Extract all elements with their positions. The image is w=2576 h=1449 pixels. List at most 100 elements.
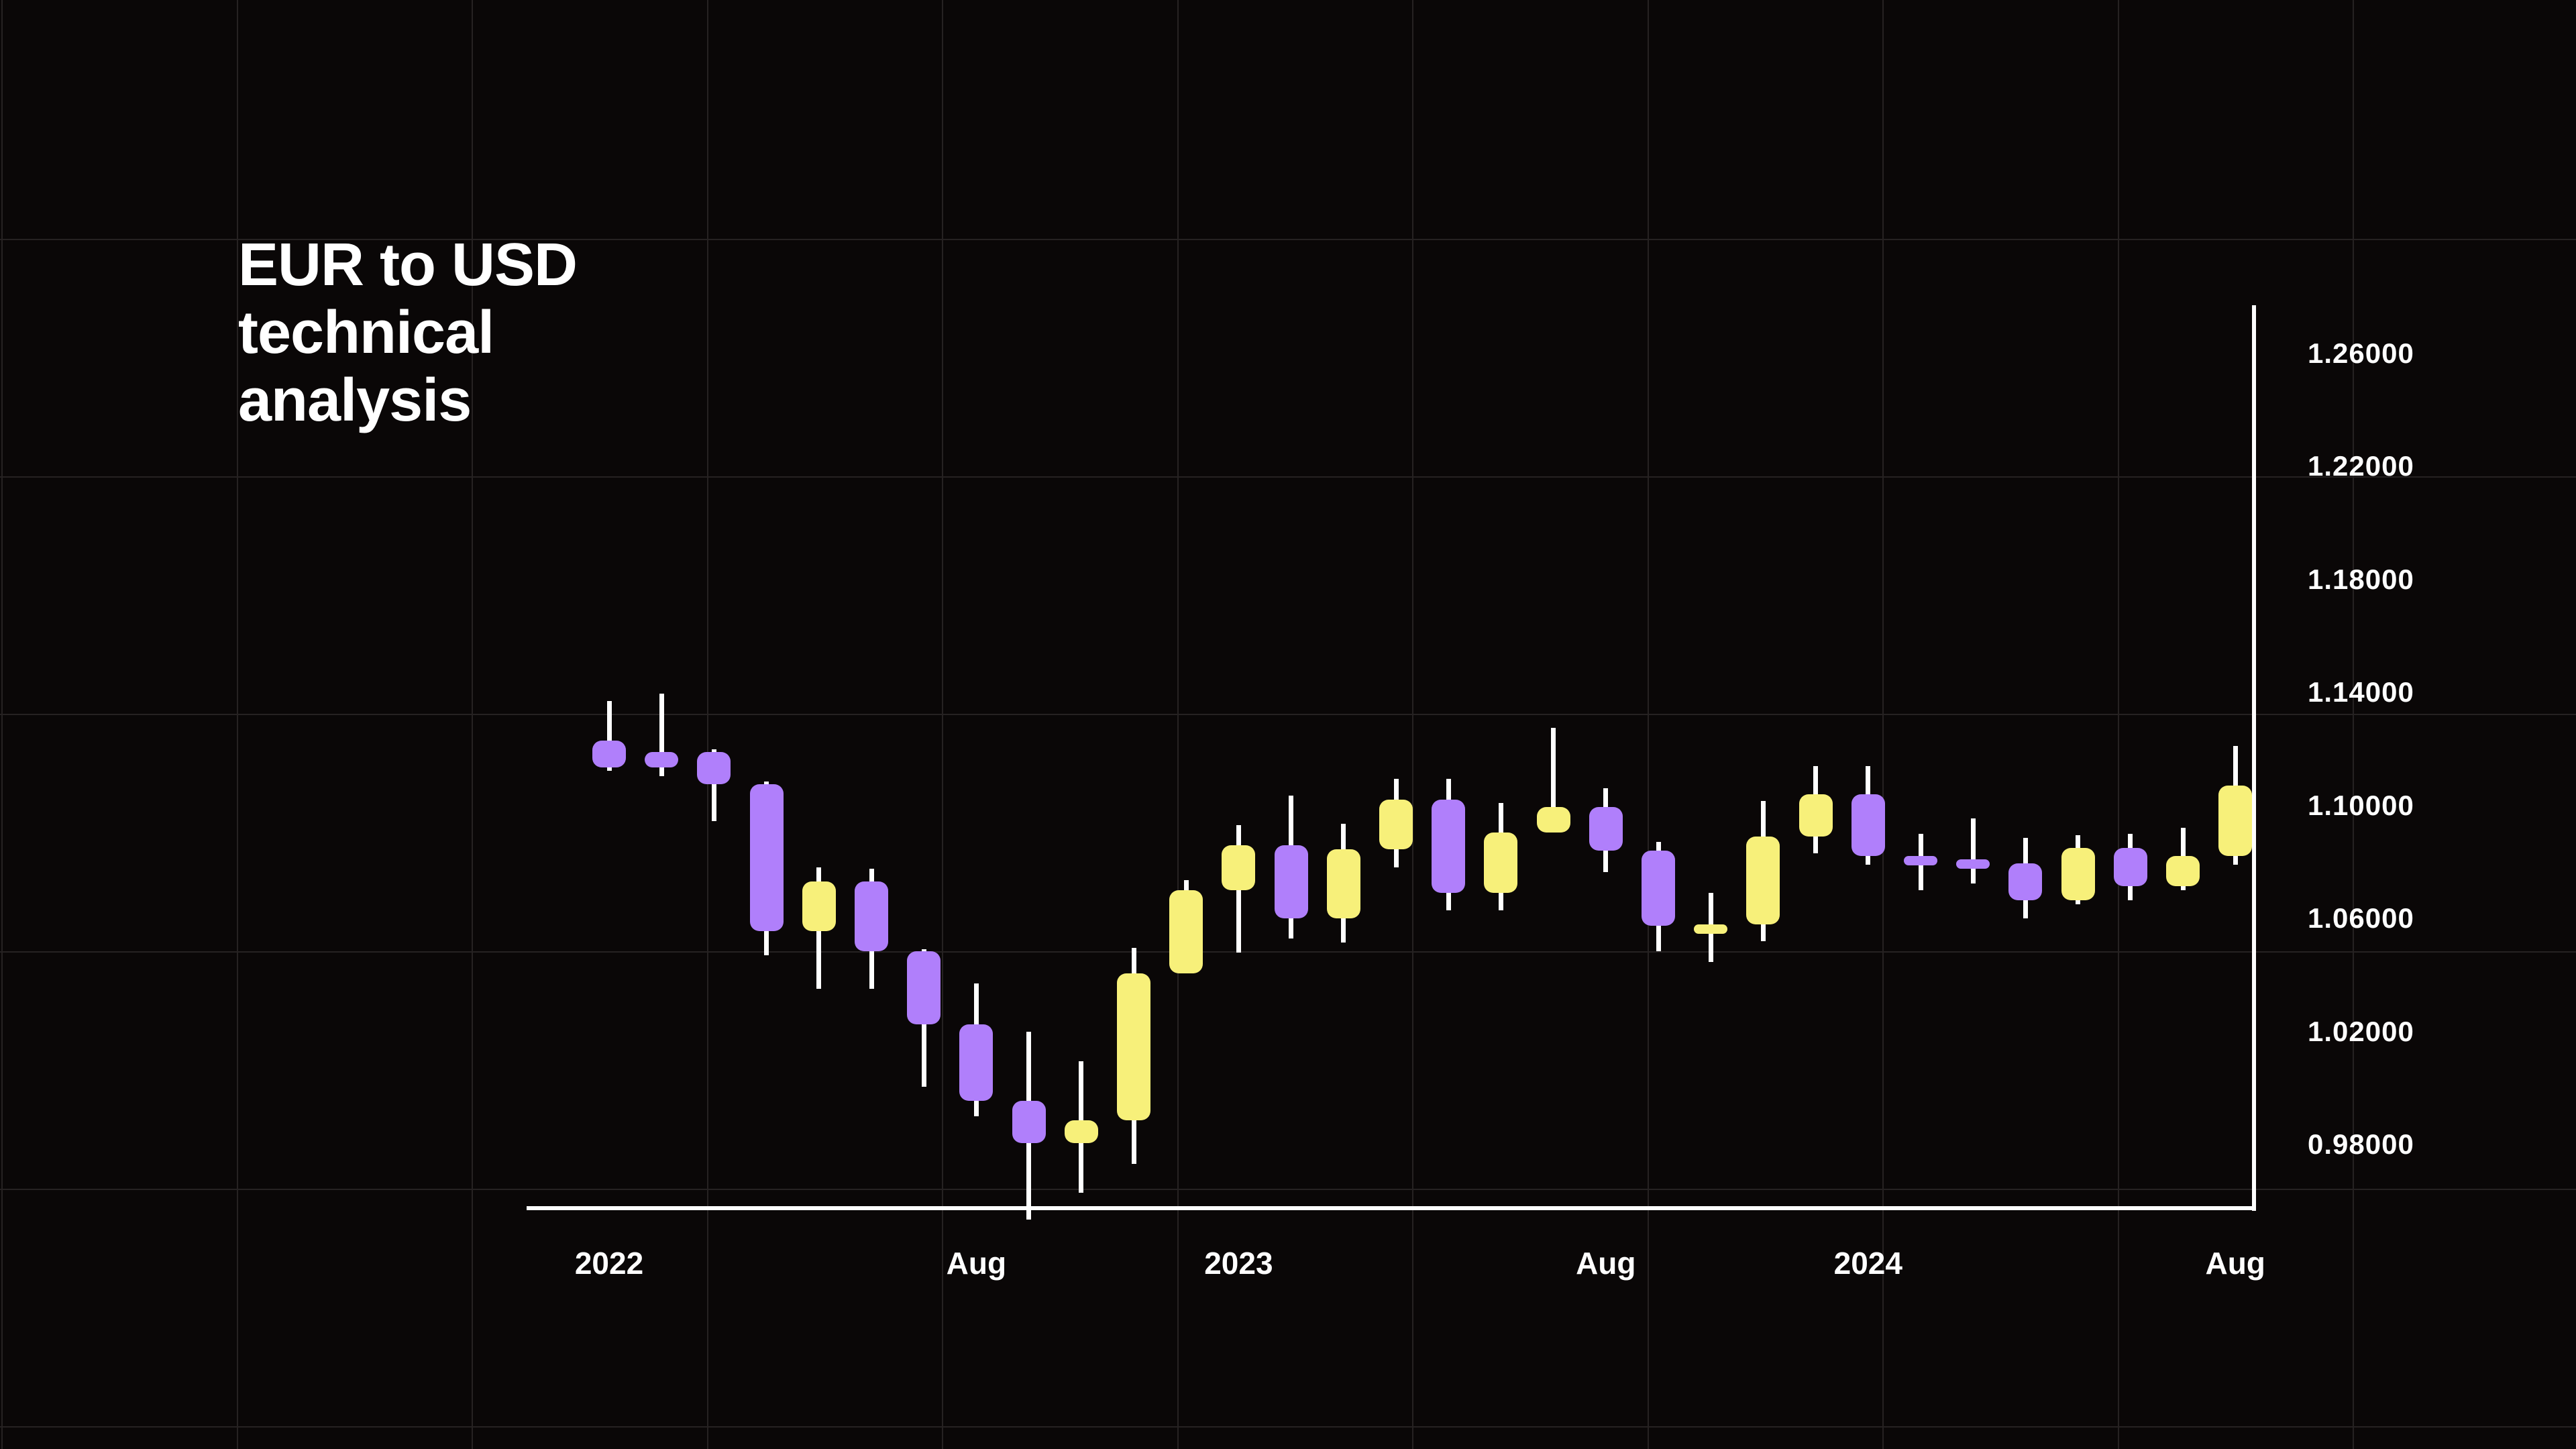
- candlestick[interactable]: [1904, 833, 1937, 891]
- x-axis-tick-label: 2023: [1204, 1246, 1273, 1281]
- candlestick[interactable]: [1432, 778, 1466, 910]
- candlestick-body: [2218, 786, 2253, 857]
- candlestick[interactable]: [749, 781, 784, 955]
- candlestick[interactable]: [1851, 765, 1885, 865]
- candlestick[interactable]: [1012, 1031, 1046, 1220]
- candlestick[interactable]: [1326, 824, 1360, 943]
- candlestick-body: [749, 784, 784, 932]
- grid-line-vertical: [1, 0, 3, 1449]
- candlestick-wick: [659, 694, 664, 776]
- grid-line-vertical: [1648, 0, 1649, 1449]
- candlestick-body: [855, 881, 888, 951]
- title-line-3: analysis: [238, 366, 472, 434]
- candlestick[interactable]: [855, 869, 888, 989]
- candlestick[interactable]: [1117, 948, 1150, 1165]
- grid-line-horizontal: [0, 1189, 2576, 1190]
- candlestick[interactable]: [1064, 1061, 1098, 1193]
- y-axis-line: [2252, 305, 2256, 1211]
- candlestick[interactable]: [1169, 880, 1203, 974]
- candlestick[interactable]: [1536, 727, 1570, 833]
- candlestick-body: [802, 881, 836, 932]
- candlestick-body: [1904, 856, 1937, 866]
- candlestick-body: [1589, 806, 1623, 851]
- candlestick[interactable]: [1222, 825, 1256, 953]
- candlestick[interactable]: [645, 694, 679, 776]
- candlestick-body: [1064, 1120, 1098, 1143]
- candlestick-body: [645, 751, 679, 767]
- candlestick-body: [1432, 800, 1466, 894]
- candlestick[interactable]: [2218, 746, 2253, 865]
- y-axis-tick-label: 1.06000: [2308, 902, 2414, 934]
- candlestick[interactable]: [2113, 833, 2147, 900]
- grid-line-vertical: [237, 0, 238, 1449]
- y-axis-tick-label: 1.10000: [2308, 789, 2414, 821]
- grid-line-vertical: [707, 0, 708, 1449]
- candlestick-body: [1326, 849, 1360, 919]
- candlestick-body: [1169, 890, 1203, 974]
- candlestick[interactable]: [907, 949, 941, 1087]
- candlestick[interactable]: [1799, 765, 1833, 854]
- candlestick-body: [2008, 863, 2043, 900]
- candlestick[interactable]: [1379, 778, 1413, 868]
- candlestick-body: [2166, 856, 2200, 886]
- candlestick-body: [959, 1024, 994, 1101]
- grid-line-vertical: [1177, 0, 1179, 1449]
- candlestick-body: [1956, 859, 1990, 869]
- y-axis-tick-label: 1.18000: [2308, 563, 2414, 595]
- candlestick[interactable]: [592, 700, 626, 771]
- grid-line-vertical: [1882, 0, 1884, 1449]
- grid-line-vertical: [2353, 0, 2354, 1449]
- candlestick-body: [1694, 924, 1728, 934]
- candlestick[interactable]: [1746, 801, 1780, 941]
- candlestick-body: [1274, 845, 1308, 919]
- candlestick-body: [1012, 1100, 1046, 1143]
- x-axis-line: [527, 1206, 2256, 1210]
- x-axis-tick-label: Aug: [946, 1246, 1007, 1281]
- page-title: EUR to USD technical analysis: [238, 231, 788, 434]
- candlestick-body: [1642, 851, 1675, 926]
- candlestick-body: [1379, 800, 1413, 849]
- candlestick[interactable]: [1694, 893, 1728, 963]
- candlestick-body: [1484, 832, 1518, 894]
- candlestick[interactable]: [1642, 842, 1675, 951]
- candlestick-wick: [711, 749, 716, 821]
- candlestick-body: [1746, 837, 1780, 924]
- candlestick[interactable]: [2008, 838, 2043, 919]
- y-axis-tick-label: 1.22000: [2308, 450, 2414, 482]
- candlestick-body: [592, 740, 626, 767]
- grid-line-horizontal: [0, 714, 2576, 715]
- y-axis-tick-label: 1.26000: [2308, 337, 2414, 369]
- x-axis-tick-label: 2024: [1833, 1246, 1902, 1281]
- grid-line-horizontal: [0, 1426, 2576, 1428]
- candlestick[interactable]: [1956, 818, 1990, 883]
- candlestick[interactable]: [1484, 802, 1518, 910]
- grid-line-vertical: [1412, 0, 1413, 1449]
- candlestick[interactable]: [2061, 835, 2095, 905]
- y-axis-tick-label: 1.14000: [2308, 676, 2414, 708]
- grid-line-horizontal: [0, 951, 2576, 953]
- candlestick[interactable]: [1589, 788, 1623, 872]
- grid-line-horizontal: [0, 239, 2576, 240]
- candlestick-body: [2113, 847, 2147, 886]
- candlestick[interactable]: [802, 867, 836, 989]
- grid-line-horizontal: [0, 476, 2576, 478]
- candlestick[interactable]: [1274, 795, 1308, 938]
- candlestick[interactable]: [2166, 828, 2200, 891]
- candlestick-body: [1799, 794, 1833, 837]
- candlestick[interactable]: [697, 749, 731, 821]
- title-line-2: technical: [238, 299, 494, 366]
- candlestick-body: [697, 751, 731, 785]
- candlestick-wick: [1970, 818, 1976, 883]
- candlestick[interactable]: [959, 983, 994, 1116]
- candlestick-body: [1536, 806, 1570, 833]
- candlestick-wick: [606, 700, 612, 771]
- y-axis-tick-label: 1.02000: [2308, 1015, 2414, 1047]
- x-axis-tick-label: 2022: [574, 1246, 644, 1281]
- title-line-1: EUR to USD: [238, 231, 578, 299]
- y-axis-tick-label: 0.98000: [2308, 1128, 2414, 1160]
- x-axis-tick-label: Aug: [2205, 1246, 2265, 1281]
- grid-line-vertical: [472, 0, 473, 1449]
- x-axis-tick-label: Aug: [1576, 1246, 1636, 1281]
